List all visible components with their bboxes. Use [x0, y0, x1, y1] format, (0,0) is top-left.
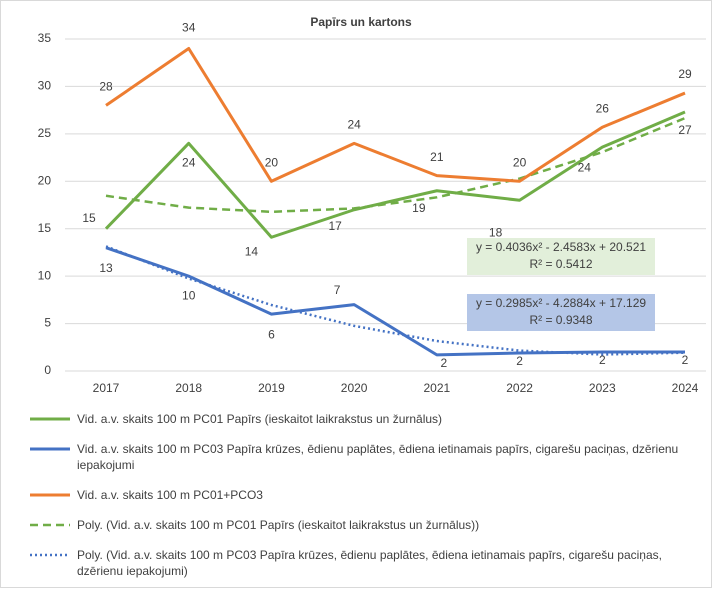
legend: Vid. a.v. skaits 100 m PC01 Papīrs (iesk… — [29, 411, 704, 593]
y-tick-label: 10 — [38, 268, 52, 282]
y-tick-label: 30 — [38, 79, 52, 93]
x-tick-label: 2017 — [93, 381, 120, 395]
data-label: 24 — [578, 160, 592, 174]
y-tick-label: 25 — [38, 126, 52, 140]
equation-text: R² = 0.5412 — [529, 257, 592, 271]
legend-text: Poly. (Vid. a.v. skaits 100 m PC01 Papīr… — [77, 518, 480, 532]
data-label: 34 — [182, 21, 196, 35]
data-label: 26 — [596, 101, 610, 115]
series-line — [105, 246, 685, 357]
y-tick-label: 5 — [44, 316, 51, 330]
data-label: 6 — [268, 327, 275, 341]
y-tick-label: 35 — [38, 31, 52, 45]
data-label: 13 — [99, 261, 113, 275]
legend-swatch — [30, 417, 70, 421]
legend-item: Poly. (Vid. a.v. skaits 100 m PC01 Papīr… — [29, 517, 704, 533]
data-label: 20 — [265, 155, 279, 169]
data-label: 18 — [489, 225, 503, 239]
series-line — [105, 46, 686, 183]
y-tick-label: 20 — [38, 173, 52, 187]
legend-item: Vid. a.v. skaits 100 m PC03 Papīra krūze… — [29, 441, 704, 473]
legend-swatch — [30, 553, 70, 557]
x-tick-label: 2022 — [506, 381, 533, 395]
data-label: 29 — [678, 67, 692, 81]
legend-item: Poly. (Vid. a.v. skaits 100 m PC03 Papīr… — [29, 547, 704, 579]
series-line — [105, 116, 686, 214]
equation-text: y = 0.2985x² - 4.2884x + 17.129 — [476, 296, 646, 310]
x-tick-label: 2019 — [258, 381, 285, 395]
x-tick-label: 2023 — [589, 381, 616, 395]
series-line — [104, 110, 686, 239]
x-tick-label: 2018 — [175, 381, 202, 395]
equation-text: y = 0.4036x² - 2.4583x + 20.521 — [476, 240, 646, 254]
data-label: 2 — [599, 353, 606, 367]
data-label: 19 — [412, 201, 426, 215]
equation-box — [467, 294, 655, 331]
legend-text: Vid. a.v. skaits 100 m PC01 Papīrs (iesk… — [77, 412, 443, 426]
legend-swatch — [30, 493, 70, 497]
data-label: 17 — [328, 219, 342, 233]
legend-swatch — [30, 523, 70, 527]
legend-item: Vid. a.v. skaits 100 m PC01 Papīrs (iesk… — [29, 411, 704, 427]
legend-item: Vid. a.v. skaits 100 m PC01+PCO3 — [29, 487, 704, 503]
data-label: 20 — [513, 155, 527, 169]
data-label: 24 — [182, 156, 196, 170]
equation-box — [467, 238, 655, 275]
y-tick-label: 15 — [38, 221, 52, 235]
data-label: 15 — [82, 211, 96, 225]
legend-swatch — [30, 447, 70, 451]
x-tick-label: 2024 — [672, 381, 699, 395]
x-tick-label: 2021 — [424, 381, 451, 395]
equation-text: R² = 0.9348 — [529, 313, 592, 327]
legend-text: Poly. (Vid. a.v. skaits 100 m PC03 Papīr… — [77, 548, 662, 578]
data-label: 2 — [516, 354, 523, 368]
x-tick-label: 2020 — [341, 381, 368, 395]
data-label: 14 — [245, 244, 259, 258]
data-label: 2 — [441, 356, 448, 370]
data-label: 21 — [430, 150, 444, 164]
data-label: 24 — [347, 118, 361, 132]
legend-text: Vid. a.v. skaits 100 m PC01+PCO3 — [77, 488, 263, 502]
chart-title: Papīrs un kartons — [310, 15, 412, 29]
data-label: 28 — [99, 80, 113, 94]
data-label: 7 — [334, 283, 341, 297]
legend-text: Vid. a.v. skaits 100 m PC03 Papīra krūze… — [77, 442, 679, 472]
data-label: 27 — [678, 123, 692, 137]
data-label: 2 — [682, 353, 689, 367]
y-tick-label: 0 — [44, 363, 51, 377]
data-label: 10 — [182, 288, 196, 302]
